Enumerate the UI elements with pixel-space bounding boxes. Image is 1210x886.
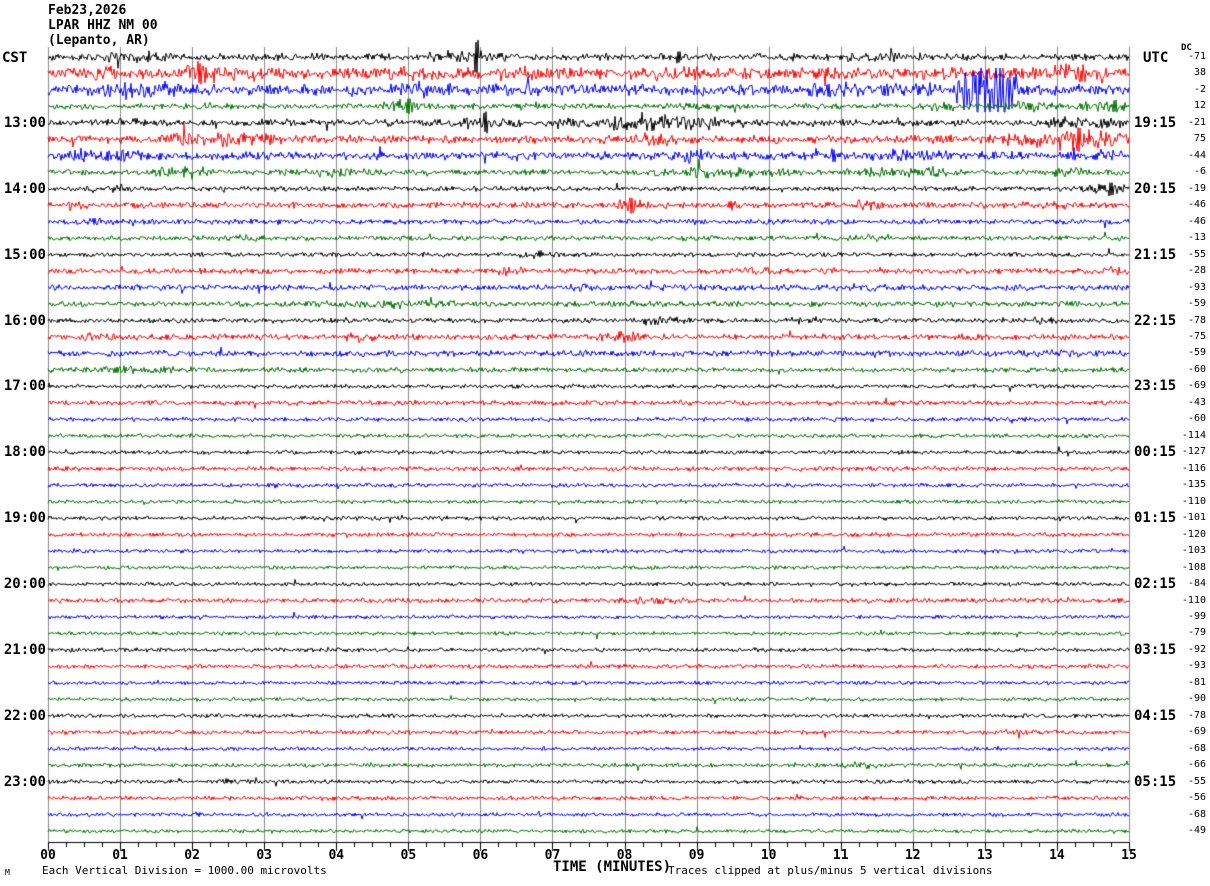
minute-tick-label: 13	[977, 848, 993, 863]
dc-offset-value: -135	[1181, 479, 1206, 491]
dc-offset-value: -66	[1187, 759, 1206, 771]
dc-offset-value: -43	[1187, 396, 1206, 408]
header-location: (Lepanto, AR)	[48, 33, 150, 48]
dc-offset-value: -44	[1187, 149, 1206, 161]
dc-offset-value: -6	[1193, 166, 1206, 178]
dc-offset-value: -103	[1181, 545, 1206, 557]
hour-label-cst: 16:00	[3, 312, 46, 329]
dc-offset-value: -56	[1187, 792, 1206, 804]
dc-offset-value: -46	[1187, 215, 1206, 227]
dc-offset-value: -116	[1181, 462, 1206, 474]
dc-column-header: DC	[1181, 43, 1192, 53]
minute-tick-label: 05	[400, 848, 417, 863]
corner-mark: M	[5, 868, 10, 877]
dc-offset-value: -68	[1187, 742, 1206, 754]
minute-tick-label: 08	[616, 848, 633, 863]
dc-offset-value: -108	[1181, 561, 1206, 573]
dc-offset-value: -99	[1187, 610, 1206, 622]
hour-label-utc: 02:15	[1134, 576, 1177, 593]
dc-offset-value: -69	[1187, 380, 1206, 392]
dc-offset-value: -28	[1187, 265, 1206, 277]
minute-tick-label: 12	[904, 848, 921, 863]
hour-label-cst: 15:00	[3, 246, 46, 263]
dc-offset-value: -127	[1181, 446, 1206, 458]
hour-label-cst: 20:00	[3, 576, 46, 593]
minute-tick-label: 02	[184, 848, 200, 863]
hour-label-utc: 23:15	[1134, 378, 1177, 395]
hour-label-utc: 22:15	[1134, 312, 1177, 329]
dc-offset-value: -60	[1187, 363, 1206, 375]
minute-tick-label: 11	[832, 848, 849, 863]
minute-tick-label: 09	[688, 848, 705, 863]
dc-offset-value: -2	[1193, 83, 1206, 95]
dc-offset-value: -93	[1187, 660, 1206, 672]
minute-tick-label: 04	[328, 848, 345, 863]
dc-offset-value: -84	[1187, 578, 1206, 590]
hour-label-cst: 13:00	[3, 114, 46, 131]
hour-label-utc: 03:15	[1134, 641, 1177, 658]
dc-offset-value: -75	[1187, 330, 1206, 342]
dc-offset-value: -79	[1187, 627, 1206, 639]
hour-label-utc: 19:15	[1134, 114, 1177, 131]
minute-tick-label: 14	[1049, 848, 1065, 863]
dc-offset-value: 38	[1193, 67, 1206, 79]
dc-offset-value: -55	[1187, 775, 1206, 787]
dc-offset-value: -120	[1181, 528, 1206, 540]
dc-offset-value: -55	[1187, 248, 1206, 260]
minute-tick-label: 15	[1121, 848, 1137, 863]
dc-offset-value: -92	[1187, 643, 1206, 655]
dc-offset-value: -78	[1187, 314, 1206, 326]
dc-offset-value: -59	[1187, 298, 1206, 310]
dc-offset-value: -101	[1181, 512, 1206, 524]
hour-label-cst: 18:00	[3, 444, 46, 461]
hour-label-cst: 23:00	[3, 773, 46, 790]
dc-offset-value: -21	[1187, 116, 1206, 128]
dc-offset-value: 12	[1193, 100, 1206, 112]
dc-offset-value: -59	[1187, 347, 1206, 359]
dc-offset-value: -68	[1187, 808, 1206, 820]
timezone-label-cst: CST	[2, 50, 28, 66]
dc-offset-value: -69	[1187, 726, 1206, 738]
dc-offset-value: -90	[1187, 693, 1206, 705]
dc-offset-value: -13	[1187, 232, 1206, 244]
dc-offset-value: -46	[1187, 199, 1206, 211]
hour-label-utc: 21:15	[1134, 246, 1177, 263]
hour-label-utc: 01:15	[1134, 510, 1177, 527]
dc-offset-value: -60	[1187, 413, 1206, 425]
minute-tick-label: 10	[760, 848, 777, 863]
minute-tick-label: 06	[472, 848, 489, 863]
dc-offset-value: -110	[1181, 495, 1206, 507]
hour-label-utc: 20:15	[1134, 180, 1177, 197]
dc-offset-value: -78	[1187, 709, 1206, 721]
header-date: Feb23,2026	[48, 3, 127, 18]
dc-offset-value: -93	[1187, 281, 1206, 293]
dc-offset-value: -81	[1187, 676, 1206, 688]
axis-title: TIME (MINUTES)	[553, 859, 672, 875]
hour-label-cst: 14:00	[3, 180, 46, 197]
footer-clip-note: Traces clipped at plus/minus 5 vertical …	[668, 864, 993, 877]
dc-offset-value: 75	[1193, 133, 1206, 145]
minute-tick-label: 01	[112, 848, 128, 863]
timezone-label-utc: UTC	[1143, 50, 1169, 66]
dc-offset-value: -71	[1187, 51, 1206, 62]
dc-offset-value: -114	[1181, 429, 1206, 441]
hour-label-cst: 21:00	[3, 641, 46, 658]
hour-label-utc: 00:15	[1134, 444, 1177, 461]
dc-offset-value: -110	[1181, 594, 1206, 606]
dc-offset-value: -49	[1187, 825, 1206, 837]
hour-label-cst: 17:00	[3, 378, 46, 395]
minute-tick-label: 03	[256, 848, 273, 863]
hour-label-utc: 05:15	[1134, 773, 1177, 790]
hour-label-cst: 19:00	[3, 510, 46, 527]
header-station: LPAR HHZ NM 00	[48, 18, 158, 33]
minute-tick-label: 07	[544, 848, 561, 863]
minute-tick-label: 00	[40, 848, 56, 863]
footer-scale-note: Each Vertical Division = 1000.00 microvo…	[42, 864, 327, 877]
hour-label-cst: 22:00	[3, 707, 46, 724]
hour-label-utc: 04:15	[1134, 707, 1177, 724]
dc-offset-value: -19	[1187, 182, 1206, 194]
